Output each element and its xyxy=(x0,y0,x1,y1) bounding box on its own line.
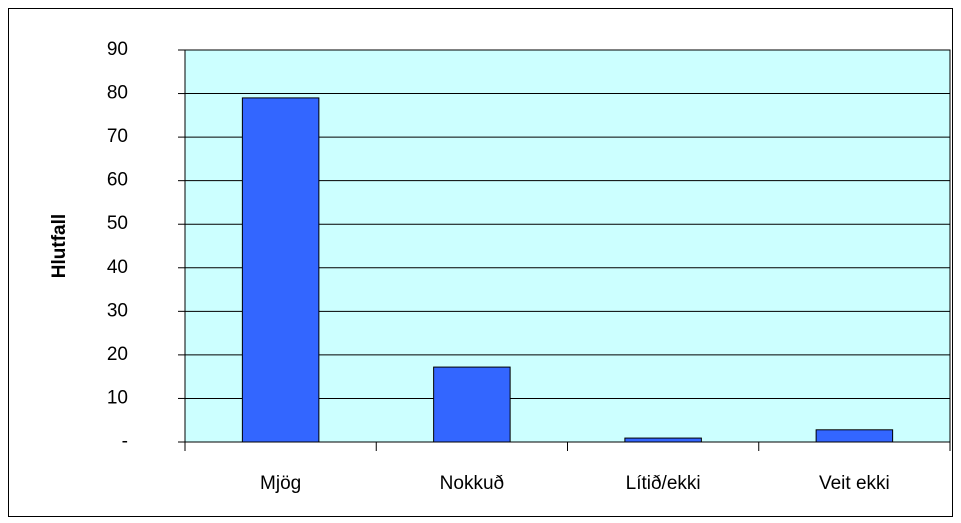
y-tick-label: 60 xyxy=(107,170,128,191)
bar xyxy=(624,437,702,443)
x-tick-label: Lítið/ekki xyxy=(626,473,701,494)
bar xyxy=(433,366,511,443)
bar xyxy=(241,97,320,443)
y-tick-label: 40 xyxy=(107,257,128,278)
y-tick-label: 80 xyxy=(107,83,128,104)
x-tick-label: Nokkuð xyxy=(440,473,504,494)
y-tick-label: 50 xyxy=(107,213,128,234)
y-tick-label: 10 xyxy=(107,387,128,408)
x-tick-label: Mjög xyxy=(260,473,301,494)
y-tick-label: 70 xyxy=(107,126,128,147)
x-tick-label: Veit ekki xyxy=(819,473,890,494)
y-tick-label: - xyxy=(122,431,128,452)
y-tick-label: 90 xyxy=(107,39,128,60)
y-tick-label: 30 xyxy=(107,300,128,321)
y-axis-label: Hlutfall xyxy=(49,214,70,278)
bar xyxy=(815,429,894,443)
y-tick-label: 20 xyxy=(107,344,128,365)
